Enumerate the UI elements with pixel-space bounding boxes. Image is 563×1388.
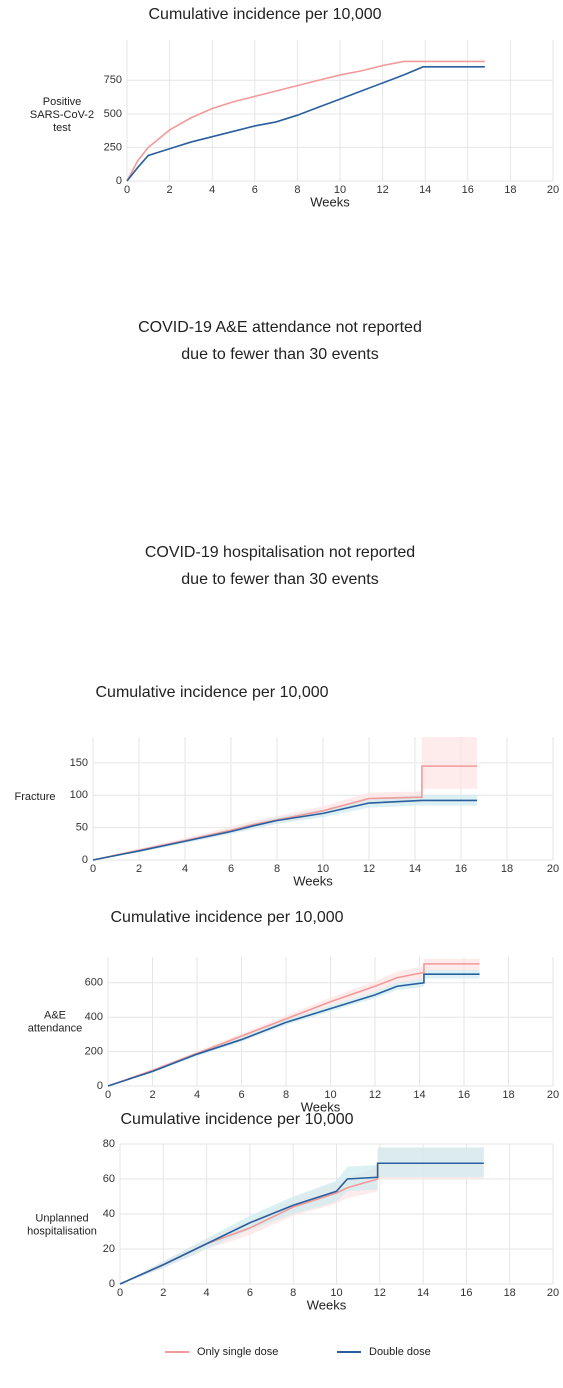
y-tick-label: 750: [104, 74, 122, 86]
x-tick-label: 2: [167, 184, 173, 196]
y-axis-label: Unplanned: [35, 1212, 88, 1224]
series-line: [119, 1162, 484, 1285]
y-tick-label: 150: [70, 757, 88, 769]
x-tick-label: 12: [374, 1287, 386, 1299]
y-axis-label: A&E: [44, 1009, 66, 1021]
x-axis-label: Weeks: [307, 1297, 347, 1312]
y-tick-label: 500: [104, 108, 122, 120]
x-tick-label: 16: [462, 184, 474, 196]
x-tick-label: 10: [330, 1287, 342, 1299]
x-tick-label: 0: [105, 1089, 111, 1101]
y-axis-label: Positive: [43, 96, 82, 108]
series-line: [92, 799, 478, 861]
y-axis-label: hospitalisation: [27, 1225, 97, 1237]
x-tick-label: 18: [504, 1287, 516, 1299]
x-tick-label: 4: [194, 1089, 200, 1101]
y-tick-label: 100: [70, 789, 88, 801]
y-tick-label: 20: [103, 1243, 115, 1255]
x-tick-label: 6: [252, 184, 258, 196]
series-line: [126, 66, 485, 182]
x-tick-label: 16: [455, 863, 467, 875]
y-tick-label: 400: [85, 1011, 103, 1023]
confidence-band: [120, 1147, 484, 1284]
y-tick-label: 200: [85, 1046, 103, 1058]
x-tick-label: 8: [283, 1089, 289, 1101]
x-tick-label: 18: [504, 184, 516, 196]
x-tick-label: 10: [334, 184, 346, 196]
confidence-band: [93, 795, 478, 860]
x-tick-label: 12: [363, 863, 375, 875]
series-line: [107, 963, 480, 1087]
chart-title: Cumulative incidence per 10,000: [148, 6, 381, 23]
y-axis-label: SARS-CoV-2: [30, 109, 94, 121]
y-tick-label: 0: [82, 854, 88, 866]
y-tick-label: 0: [109, 1278, 115, 1290]
x-tick-label: 16: [460, 1287, 472, 1299]
x-tick-label: 20: [547, 1287, 559, 1299]
x-tick-label: 12: [369, 1089, 381, 1101]
x-tick-label: 0: [90, 863, 96, 875]
x-tick-label: 0: [124, 184, 130, 196]
y-tick-label: 60: [103, 1173, 115, 1185]
y-tick-label: 40: [103, 1208, 115, 1220]
y-tick-label: 0: [97, 1080, 103, 1092]
notice: due to fewer than 30 events: [181, 571, 378, 588]
notice: COVID-19 A&E attendance not reported: [138, 319, 422, 336]
y-tick-label: 600: [85, 977, 103, 989]
x-tick-label: 14: [419, 184, 431, 196]
x-axis-label: Weeks: [301, 1099, 341, 1114]
notice: COVID-19 hospitalisation not reported: [145, 544, 415, 561]
x-tick-label: 10: [317, 863, 329, 875]
x-tick-label: 20: [547, 184, 559, 196]
y-tick-label: 80: [103, 1138, 115, 1150]
chart-title: Cumulative incidence per 10,000: [110, 909, 343, 926]
confidence-band: [108, 969, 480, 1086]
x-tick-label: 2: [149, 1089, 155, 1101]
x-tick-label: 8: [290, 1287, 296, 1299]
x-tick-label: 14: [409, 863, 421, 875]
x-tick-label: 4: [209, 184, 215, 196]
x-tick-label: 6: [228, 863, 234, 875]
x-tick-label: 12: [376, 184, 388, 196]
y-tick-label: 50: [76, 822, 88, 834]
y-axis-label: test: [53, 122, 71, 134]
series-line: [126, 60, 485, 182]
x-tick-label: 0: [117, 1287, 123, 1299]
legend-label: Double dose: [369, 1346, 431, 1358]
x-tick-label: 16: [458, 1089, 470, 1101]
series-line: [107, 973, 480, 1087]
x-tick-label: 8: [294, 184, 300, 196]
x-tick-label: 18: [501, 863, 513, 875]
x-tick-label: 14: [417, 1287, 429, 1299]
x-tick-label: 2: [136, 863, 142, 875]
x-axis-label: Weeks: [310, 194, 350, 209]
x-tick-label: 2: [160, 1287, 166, 1299]
legend-label: Only single dose: [197, 1346, 278, 1358]
y-tick-label: 250: [104, 141, 122, 153]
y-axis-label: attendance: [28, 1022, 82, 1034]
x-tick-label: 8: [274, 863, 280, 875]
chart-title: Cumulative incidence per 10,000: [95, 684, 328, 701]
x-tick-label: 4: [204, 1287, 210, 1299]
x-tick-label: 20: [547, 1089, 559, 1101]
x-tick-label: 18: [502, 1089, 514, 1101]
x-tick-label: 20: [547, 863, 559, 875]
x-axis-label: Weeks: [293, 873, 333, 888]
x-tick-label: 6: [247, 1287, 253, 1299]
x-tick-label: 4: [182, 863, 188, 875]
series-line: [119, 1162, 484, 1285]
x-tick-label: 6: [238, 1089, 244, 1101]
x-tick-label: 14: [413, 1089, 425, 1101]
y-axis-label: Fracture: [15, 791, 56, 803]
y-tick-label: 0: [116, 175, 122, 187]
chart-title: Cumulative incidence per 10,000: [120, 1111, 353, 1128]
notice: due to fewer than 30 events: [181, 346, 378, 363]
x-tick-label: 10: [324, 1089, 336, 1101]
